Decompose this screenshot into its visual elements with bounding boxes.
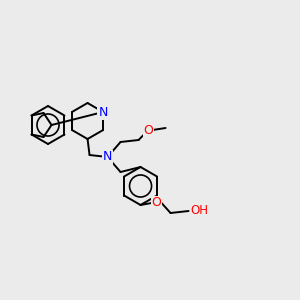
Text: O: O — [152, 196, 161, 209]
Text: N: N — [103, 151, 112, 164]
Text: OH: OH — [190, 205, 208, 218]
Text: O: O — [144, 124, 154, 136]
Text: N: N — [98, 106, 108, 118]
